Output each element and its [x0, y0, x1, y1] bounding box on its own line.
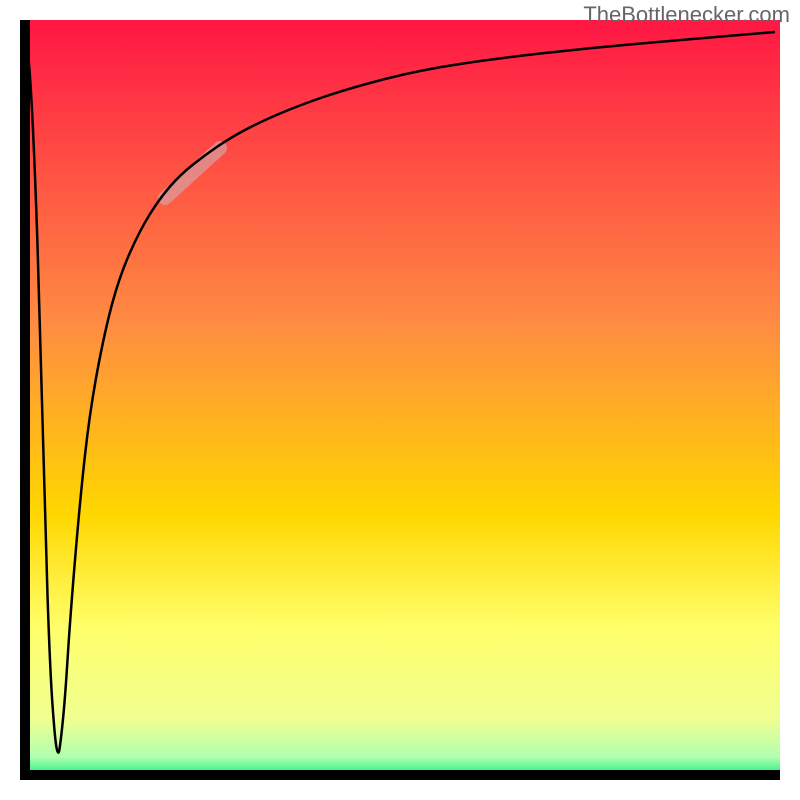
highlight-segment	[165, 148, 220, 198]
border-left	[20, 20, 30, 780]
chart-area	[20, 20, 780, 780]
watermark: TheBottlenecker.com	[583, 2, 790, 28]
bottleneck-curve	[25, 25, 775, 753]
border-bottom	[20, 770, 780, 780]
curve-layer	[20, 20, 780, 780]
